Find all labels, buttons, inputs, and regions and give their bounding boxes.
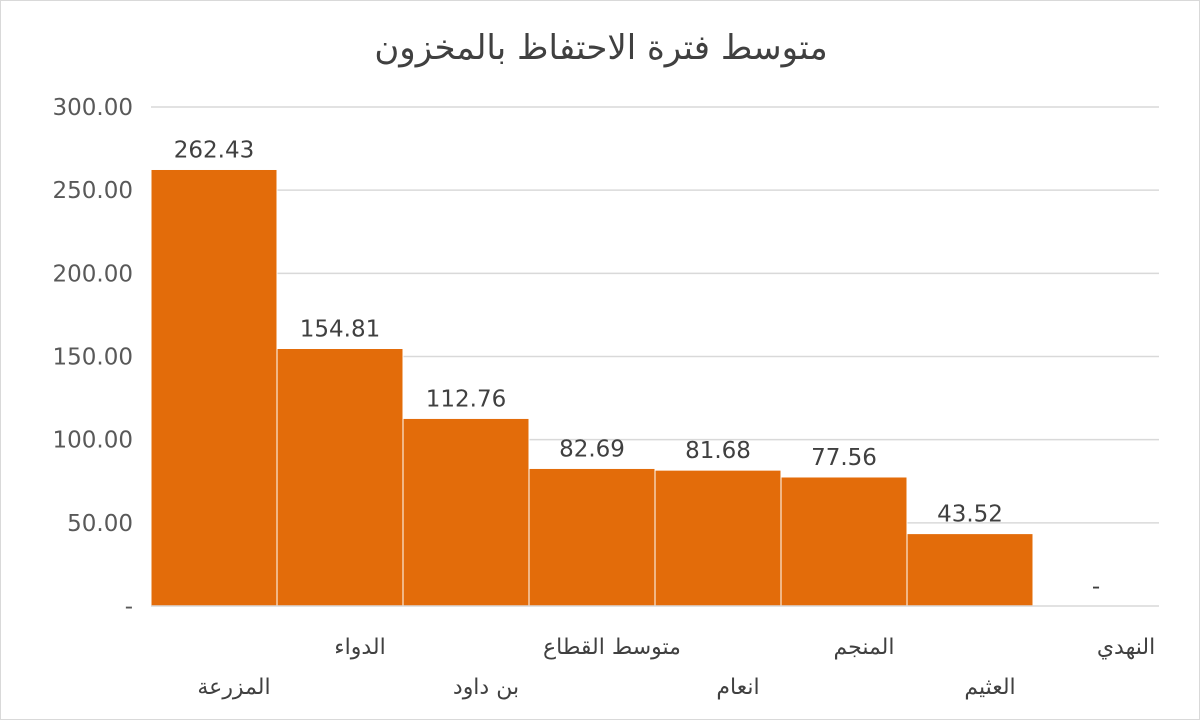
bar [528, 467, 656, 607]
y-tick-label: 100.00 [53, 428, 133, 454]
x-axis-category-labels: المزرعة الدواء بن داود متوسط القطاع انعام الم… [197, 635, 1155, 700]
data-label: 77.56 [811, 445, 877, 471]
y-tick-label: 150.00 [53, 345, 133, 371]
x-category-label: متوسط القطاع [543, 635, 681, 660]
bar [780, 476, 908, 607]
bars [150, 168, 1034, 607]
y-axis-tick-labels: - 50.00 100.00 150.00 200.00 250.00 300.00 [53, 95, 133, 620]
bar [150, 168, 278, 607]
y-tick-label: - [125, 594, 133, 620]
x-category-label: انعام [716, 675, 759, 700]
y-tick-label: 200.00 [53, 261, 133, 287]
bar [906, 533, 1034, 607]
x-category-label: النهدي [1097, 635, 1155, 660]
data-labels: 262.43 154.81 112.76 82.69 81.68 77.56 43.52 - [174, 137, 1100, 600]
x-category-label: الدواء [334, 635, 385, 660]
x-category-label: المنجم [833, 635, 894, 660]
x-category-label: بن داود [453, 675, 519, 700]
y-tick-label: 250.00 [53, 178, 133, 204]
chart-title: متوسط فترة الاحتفاظ بالمخزون [374, 28, 827, 68]
x-category-label: المزرعة [197, 675, 270, 700]
data-label: 81.68 [685, 438, 751, 464]
data-label: 112.76 [426, 386, 506, 412]
bar [276, 347, 404, 607]
data-label: - [1092, 574, 1100, 600]
y-tick-label: 300.00 [53, 95, 133, 121]
data-label: 262.43 [174, 137, 254, 163]
y-tick-label: 50.00 [67, 511, 133, 537]
data-label: 154.81 [300, 316, 380, 342]
data-label: 82.69 [559, 436, 625, 462]
bar [654, 469, 782, 607]
x-category-label: العثيم [964, 675, 1015, 700]
bar [402, 417, 530, 607]
data-label: 43.52 [937, 502, 1003, 528]
